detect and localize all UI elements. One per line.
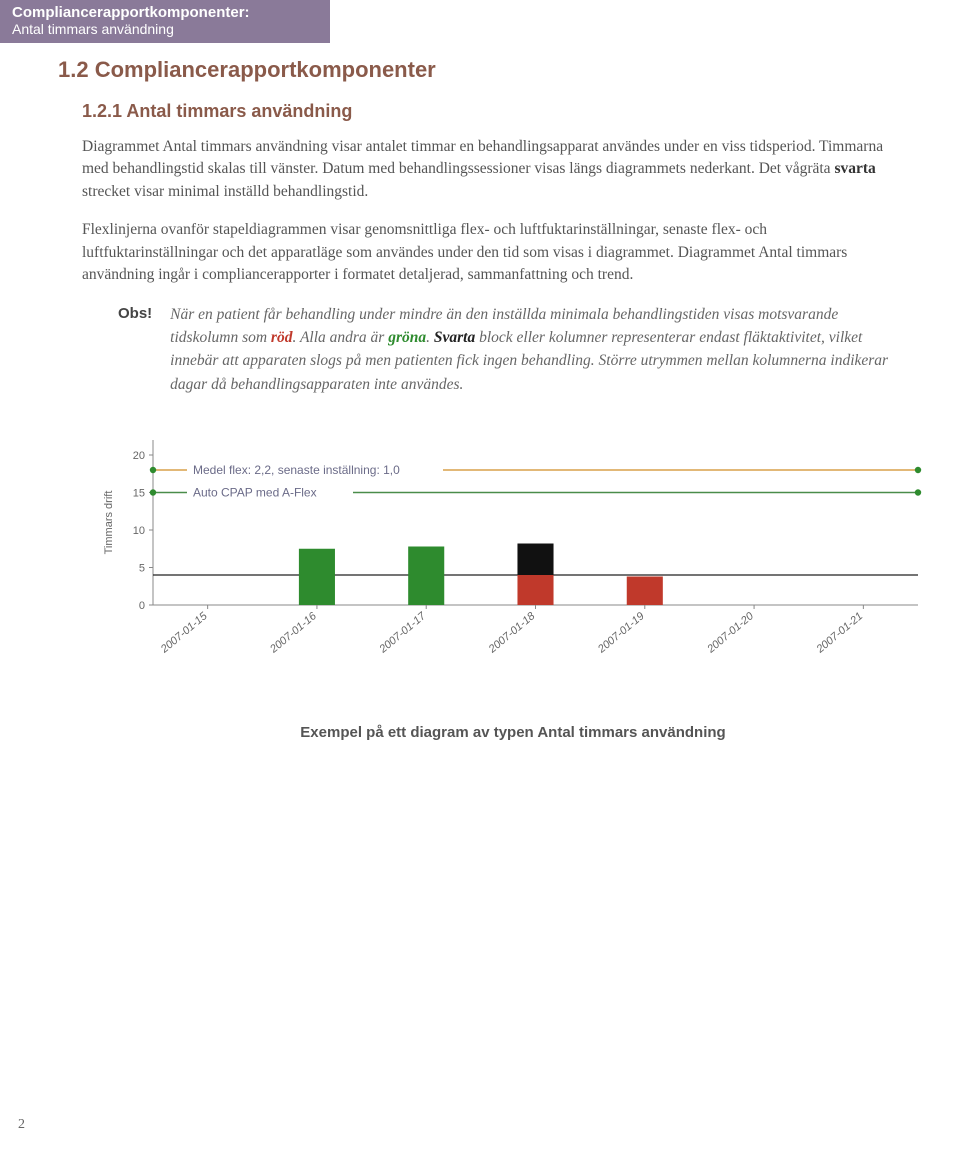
svg-text:2007-01-20: 2007-01-20 <box>704 609 756 656</box>
svg-text:2007-01-17: 2007-01-17 <box>377 609 429 656</box>
svg-text:20: 20 <box>133 450 145 462</box>
svg-text:15: 15 <box>133 487 145 499</box>
svg-text:2007-01-21: 2007-01-21 <box>814 610 866 656</box>
svg-text:2007-01-16: 2007-01-16 <box>267 609 319 656</box>
note-block: Obs! När en patient får behandling under… <box>118 303 902 396</box>
chart-svg: 0 5 10 15 20 Timmars drift Medel flex: 2,2, se… <box>98 430 928 690</box>
note-red: röd <box>271 329 293 346</box>
header-title: Compliancerapportkomponenter: <box>12 4 318 21</box>
chart-caption: Exempel på ett diagram av typen Antal ti… <box>98 724 928 741</box>
p1-bold: svarta <box>834 160 875 177</box>
page-header: Compliancerapportkomponenter: Antal timm… <box>0 0 330 43</box>
paragraph-1: Diagrammet Antal timmars användning visa… <box>82 136 902 203</box>
header-subtitle: Antal timmars användning <box>12 21 318 37</box>
svg-text:2007-01-15: 2007-01-15 <box>158 609 210 656</box>
note-t3: . <box>426 329 434 346</box>
note-text: När en patient får behandling under mind… <box>170 303 902 396</box>
paragraph-2: Flexlinjerna ovanför stapeldiagrammen vi… <box>82 219 902 286</box>
page-content: 1.2 Compliancerapportkomponenter 1.2.1 A… <box>0 43 960 741</box>
svg-text:0: 0 <box>139 600 145 612</box>
section-heading: 1.2 Compliancerapportkomponenter <box>58 57 902 83</box>
svg-text:Timmars drift: Timmars drift <box>103 490 115 554</box>
page-number: 2 <box>18 1117 25 1133</box>
p1-text-a: Diagrammet Antal timmars användning visa… <box>82 138 883 177</box>
note-green: gröna <box>388 329 426 346</box>
svg-text:2007-01-19: 2007-01-19 <box>595 610 647 656</box>
svg-text:5: 5 <box>139 562 145 574</box>
svg-text:Medel flex: 2,2, senaste instä: Medel flex: 2,2, senaste inställning: 1,… <box>193 463 400 477</box>
note-black: Svarta <box>434 329 475 346</box>
svg-text:2007-01-18: 2007-01-18 <box>486 609 538 656</box>
subsection-heading: 1.2.1 Antal timmars användning <box>82 101 902 122</box>
svg-text:10: 10 <box>133 525 145 537</box>
p1-text-b: strecket visar minimal inställd behandli… <box>82 183 368 200</box>
note-t2: . Alla andra är <box>292 329 388 346</box>
note-label: Obs! <box>118 303 152 396</box>
hours-usage-chart: 0 5 10 15 20 Timmars drift Medel flex: 2,2, se… <box>98 430 928 741</box>
svg-text:Auto CPAP med A-Flex: Auto CPAP med A-Flex <box>193 485 317 499</box>
